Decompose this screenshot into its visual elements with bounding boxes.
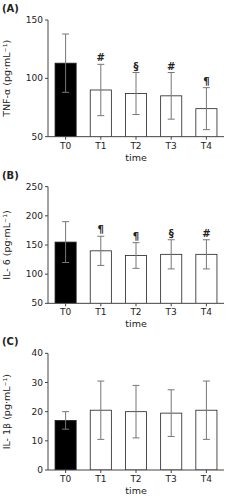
figure: (A)50100150TNF-α (pg·mL⁻¹)T0T1T2T3T4time… xyxy=(0,0,229,500)
y-tick-label: 150 xyxy=(26,240,43,250)
x-tick-label: T4 xyxy=(200,474,212,484)
x-tick xyxy=(100,470,101,473)
error-bar xyxy=(97,236,104,265)
x-tick xyxy=(136,470,137,473)
marks xyxy=(55,34,217,137)
x-tick-label: T2 xyxy=(129,474,141,484)
y-tick-label: 10 xyxy=(32,436,44,446)
x-tick-label: T3 xyxy=(165,307,177,317)
x-axis-label: time xyxy=(125,318,147,329)
significance-label: # xyxy=(97,52,105,63)
x-tick-label: T1 xyxy=(94,141,106,151)
y-axis-label: IL- 1β (pg·mL⁻¹) xyxy=(1,374,12,449)
x-tick xyxy=(136,137,137,140)
x-tick-label: T2 xyxy=(129,141,141,151)
error-bar xyxy=(133,243,140,269)
x-tick xyxy=(65,470,66,473)
x-tick-label: T1 xyxy=(94,307,106,317)
x-tick xyxy=(171,303,172,306)
significance-label: # xyxy=(202,228,210,239)
page: {"chart_data": [ {"type": "bar", "title"… xyxy=(0,0,229,500)
y-tick-label: 200 xyxy=(26,211,43,221)
panel-label: (C) xyxy=(2,336,18,347)
error-bar xyxy=(62,34,69,92)
panel-label: (A) xyxy=(2,3,19,14)
significance-label: § xyxy=(169,228,174,239)
error-bar xyxy=(203,88,210,130)
x-tick-label: T3 xyxy=(165,141,177,151)
x-tick-label: T0 xyxy=(59,141,71,151)
y-tick-label: 40 xyxy=(32,348,44,358)
error-bar xyxy=(62,412,69,430)
x-tick-label: T2 xyxy=(129,307,141,317)
x-tick-label: T1 xyxy=(94,474,106,484)
x-axis-label: time xyxy=(125,152,147,163)
y-tick-label: 100 xyxy=(26,73,43,83)
significance-label: § xyxy=(134,61,139,72)
x-axis-label: time xyxy=(125,485,147,496)
error-bar xyxy=(133,73,140,115)
panel: (C) 0 10 20 30 40 IL- 1β (pg·mL⁻¹) T0 T1 T2 T3 T4 ti… xyxy=(1,336,224,496)
x-tick xyxy=(171,470,172,473)
x-tick xyxy=(65,137,66,140)
x-tick xyxy=(100,303,101,306)
y-tick-label: 50 xyxy=(32,132,44,142)
marks xyxy=(55,222,217,304)
error-bar xyxy=(168,240,175,269)
y-axis-label: IL- 6 (pg·mL⁻¹) xyxy=(1,210,12,279)
error-bar xyxy=(97,64,104,115)
y-tick-label: 20 xyxy=(32,407,44,417)
panel: (B) 50 100 150 200 250 IL- 6 (pg·mL⁻¹) T0 T1 T2 T3… xyxy=(1,170,224,333)
x-tick xyxy=(206,470,207,473)
significance-label: ¶ xyxy=(203,76,209,87)
x-tick-label: T3 xyxy=(165,474,177,484)
x-tick-label: T0 xyxy=(59,307,71,317)
y-tick-label: 250 xyxy=(26,182,43,192)
y-axis xyxy=(48,353,49,470)
significance-label: ¶ xyxy=(133,231,139,242)
x-tick xyxy=(100,137,101,140)
significance-label: # xyxy=(167,61,175,72)
y-tick-label: 100 xyxy=(26,269,43,279)
y-tick-label: 0 xyxy=(37,465,43,475)
y-tick-label: 50 xyxy=(32,298,44,308)
error-bar xyxy=(203,381,210,439)
marks xyxy=(55,381,217,470)
y-axis xyxy=(48,20,49,137)
x-tick-label: T4 xyxy=(200,307,212,317)
y-axis-label: TNF-α (pg·mL⁻¹) xyxy=(1,40,12,118)
error-bar xyxy=(168,73,175,120)
x-tick xyxy=(171,137,172,140)
x-tick xyxy=(206,303,207,306)
error-bar xyxy=(203,240,210,269)
error-bar xyxy=(97,381,104,439)
panel: (A) 50 100 150 TNF-α (pg·mL⁻¹) T0 T1 T2 T3 T4 time… xyxy=(1,3,224,195)
x-tick xyxy=(65,303,66,306)
error-bar xyxy=(62,222,69,263)
y-tick-label: 150 xyxy=(26,15,43,25)
x-tick-label: T4 xyxy=(200,141,212,151)
x-tick xyxy=(136,303,137,306)
y-axis xyxy=(48,187,49,304)
significance-label: ¶ xyxy=(98,224,104,235)
panel-label: (B) xyxy=(2,170,19,181)
error-bar xyxy=(133,385,140,438)
x-tick xyxy=(206,137,207,140)
error-bar xyxy=(168,390,175,437)
x-tick-label: T0 xyxy=(59,474,71,484)
y-tick-label: 30 xyxy=(32,378,44,388)
